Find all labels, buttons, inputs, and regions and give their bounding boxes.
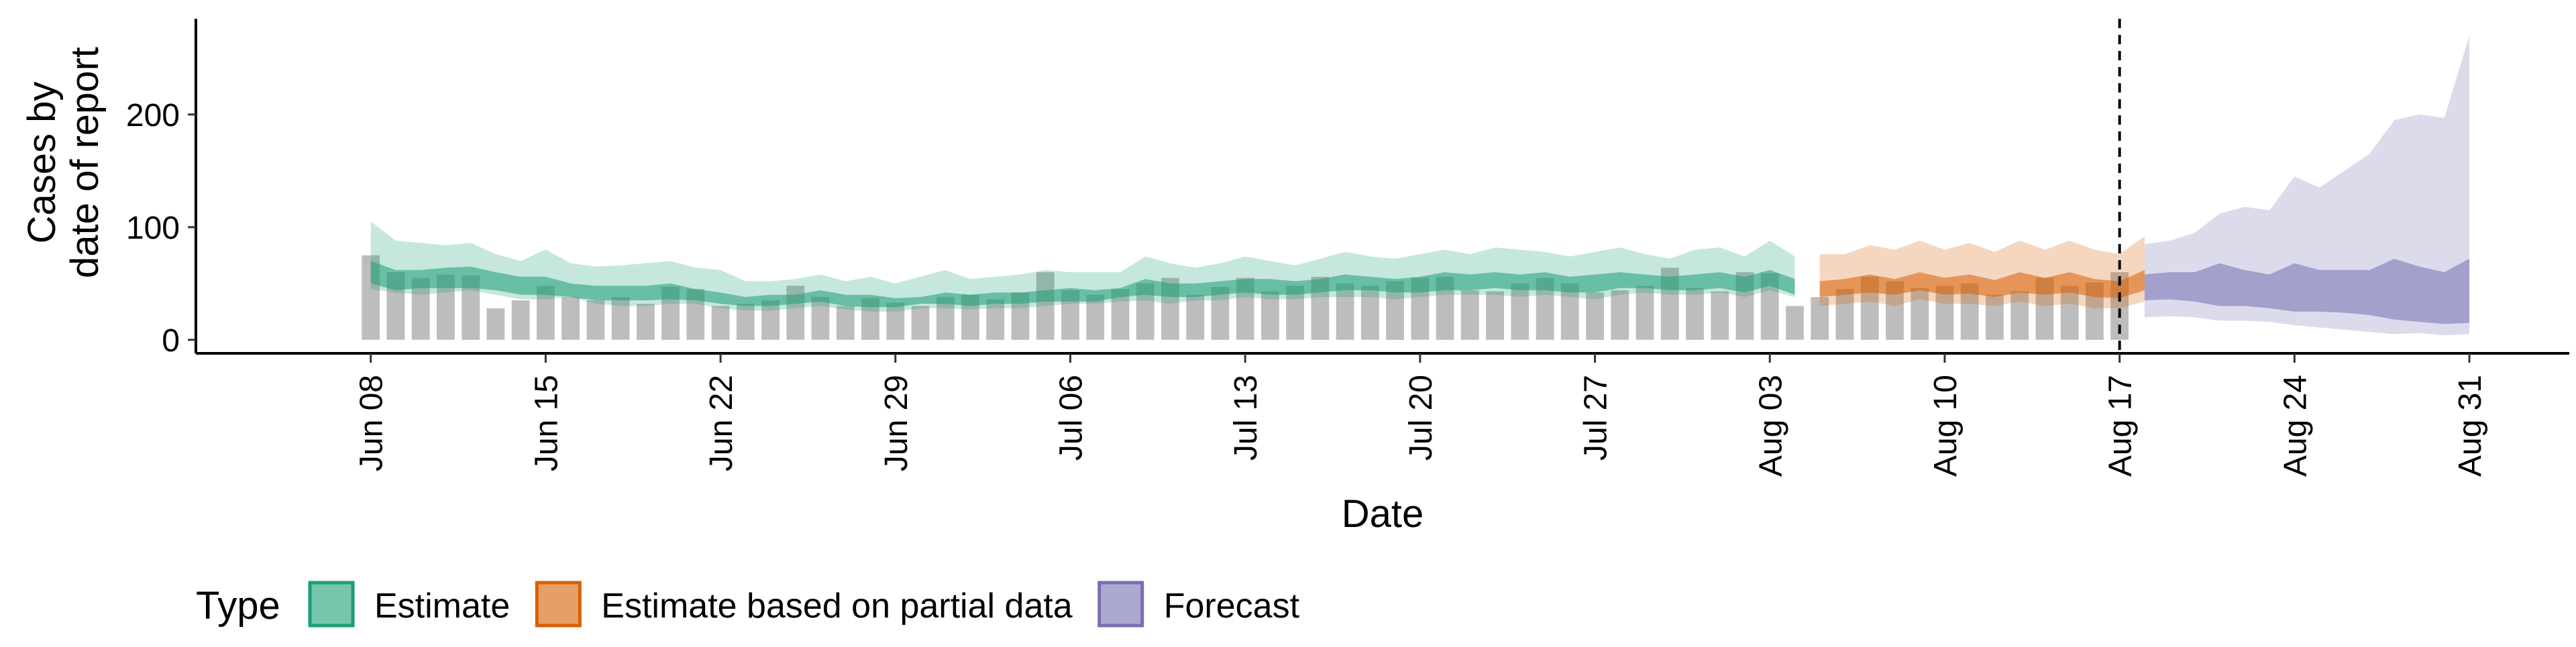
estimate-based-on-partial-data-inner-ribbon (1819, 270, 2145, 298)
legend-swatch-estimate-based-on-partial-data (535, 581, 582, 628)
reported-cases-bar (1486, 291, 1504, 340)
reported-cases-bar (586, 300, 605, 340)
legend-label-estimate-based-on-partial-data: Estimate based on partial data (601, 587, 1073, 626)
reported-cases-bar (761, 300, 780, 340)
reported-cases-bar (1786, 306, 1804, 340)
x-tick-label: Jul 13 (1228, 375, 1264, 461)
reported-cases-bar (2060, 286, 2079, 340)
reported-cases-bar (1835, 289, 1854, 340)
reported-cases-bar (736, 304, 755, 340)
x-tick-label: Jul 20 (1403, 375, 1439, 461)
reported-cases-bar (637, 304, 655, 340)
x-tick-label: Jun 08 (354, 375, 390, 471)
y-tick-label: 100 (126, 211, 180, 246)
legend-title: Type (196, 584, 280, 628)
x-tick-label: Jun 22 (704, 375, 739, 471)
reported-cases-bar (1286, 286, 1304, 340)
x-tick-label: Jul 27 (1578, 375, 1614, 461)
reported-cases-bar (1811, 297, 1829, 340)
reported-cases-bar (1460, 290, 1479, 340)
legend-label-forecast: Forecast (1164, 587, 1300, 626)
reported-cases-bar (836, 306, 855, 340)
reported-cases-bar (1336, 283, 1354, 340)
reported-cases-bar (2010, 291, 2029, 340)
estimate-inner-ribbon (370, 261, 1795, 308)
reported-cases-bar (811, 297, 830, 340)
reported-cases-bar (1935, 286, 1954, 340)
x-tick-label: Jun 15 (529, 375, 564, 471)
x-tick-label: Aug 03 (1753, 375, 1788, 477)
x-tick-label: Aug 10 (1928, 375, 1964, 477)
forecast-outer-ribbon (2144, 36, 2469, 336)
reported-cases-bar (911, 306, 930, 340)
reported-cases-bar (986, 299, 1005, 340)
legend-label-estimate: Estimate (374, 587, 510, 626)
forecast-inner-ribbon (2144, 258, 2469, 325)
reported-cases-bar (1036, 272, 1055, 340)
reported-cases-bar (1511, 283, 1529, 340)
reported-cases-bar (1635, 286, 1654, 340)
legend-swatch-forecast (1097, 581, 1144, 628)
axes: 0 100 200 Jun 08 Jun 15 Jun 22 Jun 29 Jul 06 Jul… (20, 19, 2569, 536)
x-tick-label: Aug 17 (2103, 375, 2139, 477)
reported-cases-bar (561, 297, 580, 340)
reported-cases-bar (1211, 286, 1230, 340)
reported-cases-bar (1711, 291, 1729, 340)
y-tick-label: 200 (126, 98, 180, 133)
x-tick-label: Jul 06 (1053, 375, 1089, 461)
reported-cases-bar (1186, 294, 1205, 340)
y-axis-title-line: Cases by (20, 82, 64, 244)
reported-cases-bar (511, 300, 530, 340)
legend: Type Estimate Estimate based on partial da… (196, 581, 1300, 628)
ribbons (370, 36, 2469, 336)
x-axis-title: Date (1342, 492, 1424, 536)
x-tick-label: Aug 24 (2277, 375, 2313, 477)
reported-cases-bar (1560, 283, 1579, 340)
reported-cases-bar (886, 302, 905, 340)
reported-cases-bar (486, 308, 505, 340)
reported-cases-bar (1611, 290, 1629, 340)
reported-cases-bar (1086, 294, 1105, 340)
reported-cases-bar (711, 306, 730, 340)
reported-cases-bar (1586, 292, 1604, 340)
y-axis-title-line: date of report (63, 47, 107, 278)
x-tick-label: Jun 29 (879, 375, 914, 471)
reported-cases-bar (1986, 294, 2004, 340)
reported-cases-bar (1261, 291, 1279, 340)
legend-swatch-estimate (308, 581, 355, 628)
reported-cases-bar (611, 297, 630, 340)
reported-cases-bar (1911, 288, 1929, 340)
reported-cases-bar (1686, 288, 1704, 340)
y-tick-label: 0 (162, 323, 180, 359)
x-tick-label: Aug 31 (2453, 375, 2488, 477)
estimate-based-on-partial-data-outer-ribbon (1819, 236, 2145, 308)
reported-cases-bar (1361, 286, 1379, 340)
